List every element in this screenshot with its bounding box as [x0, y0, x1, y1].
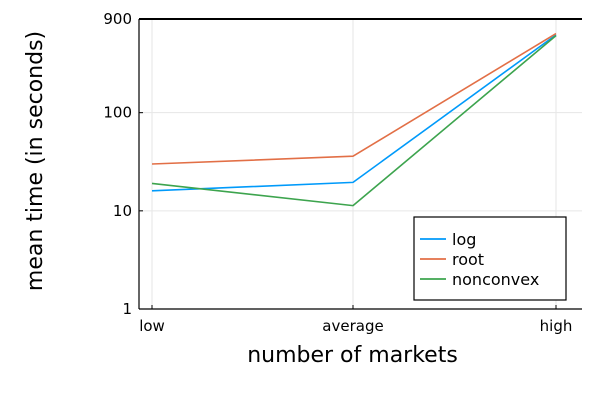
- y-tick-label-3: 900: [103, 10, 132, 28]
- y-tick-label-0: 1: [122, 300, 132, 318]
- x-axis-title: number of markets: [247, 343, 458, 368]
- x-tick-label-2: high: [540, 317, 573, 335]
- series-line-log: [151, 34, 557, 192]
- x-tick-labels: low average high: [139, 317, 572, 335]
- y-tick-label-2: 100: [103, 104, 132, 122]
- legend-label-log: log: [452, 230, 476, 249]
- legend-box: [413, 216, 567, 301]
- series-lines: [151, 32, 557, 207]
- x-tick-label-0: low: [139, 317, 165, 335]
- legend-label-nonconvex: nonconvex: [452, 270, 539, 289]
- y-axis-title: mean time (in seconds): [23, 31, 48, 291]
- y-tick-labels: 1 10 100 900: [103, 10, 132, 318]
- legend-label-root: root: [452, 250, 484, 269]
- series-line-root: [151, 32, 557, 165]
- series-line-nonconvex: [151, 34, 557, 207]
- y-tick-label-1: 10: [113, 202, 132, 220]
- axes: [138, 18, 582, 310]
- x-tick-label-1: average: [322, 317, 383, 335]
